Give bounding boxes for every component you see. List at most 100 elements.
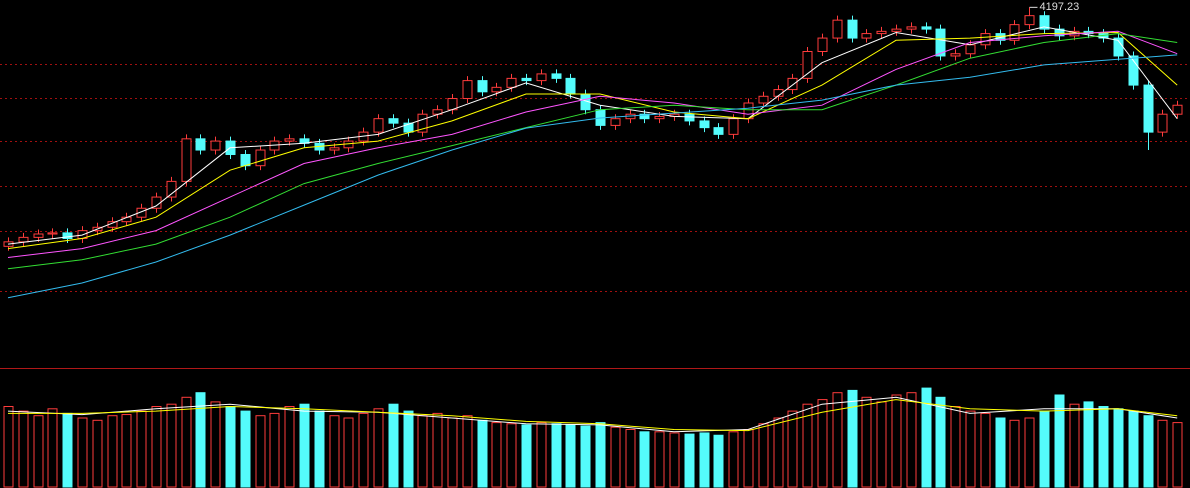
volume-bar [935,396,946,488]
volume-bar [861,396,872,488]
candle-body [921,26,932,30]
volume-bar [758,423,769,488]
candle-body [610,118,621,126]
candle-body [1128,55,1139,86]
candle-body [847,19,858,39]
candle-body [195,138,206,151]
candle-body [240,154,251,167]
volume-bar [477,419,488,488]
volume-bar [47,408,58,488]
volume-bar [565,424,576,488]
volume-bar [166,403,177,488]
candle-body [47,232,58,235]
candle-body [1039,15,1050,30]
volume-bar [699,432,710,488]
candle-body [861,33,872,39]
candle-body [565,77,576,95]
candle-body [1024,15,1035,26]
volume-bar [329,415,340,488]
candle-body [477,80,488,93]
volume-bar [787,410,798,488]
candle-body [136,207,147,218]
volume-bar [181,396,192,488]
volume-bar [876,401,887,488]
candle-body [18,236,29,243]
volume-bar [432,412,443,488]
volume-bar [536,422,547,488]
volume-bar [965,410,976,488]
volume-bar [1143,415,1154,488]
candle-body [713,127,724,135]
volume-bar [358,412,369,488]
volume-bar [284,406,295,488]
candle-body [773,89,784,97]
volume-bar [1128,410,1139,488]
moving-average-line [7,33,1178,270]
volume-bar [1172,422,1183,488]
candle-body [373,118,384,133]
volume-bar [1157,419,1168,488]
candle-body [551,73,562,79]
candle-body [1054,28,1065,37]
volume-bar [995,417,1006,488]
moving-average-line [7,54,1178,299]
candle-body [639,113,650,120]
volume-bar [817,399,828,488]
candle-body [1143,84,1154,133]
volume-bar [1054,394,1065,488]
moving-average-line [7,30,1178,258]
volume-bar [728,431,739,488]
volume-bar [713,434,724,488]
moving-average-line [7,396,1178,433]
volume-bar [1098,406,1109,488]
volume-bar [521,424,532,488]
volume-bar [447,417,458,488]
volume-bar [151,406,162,488]
candle-body [210,140,221,151]
volume-bar [1069,403,1080,488]
volume-bar [491,422,502,488]
volume-bar [625,429,636,488]
candle-body [329,147,340,151]
volume-bar [255,415,266,488]
candle-body [728,118,739,135]
volume-bar [462,415,473,488]
candle-body [181,138,192,182]
candle-body [965,44,976,55]
volume-bar [240,410,251,488]
volume-bar [62,412,73,488]
volume-bar [832,392,843,488]
volume-bar [847,389,858,488]
volume-bar [906,392,917,488]
volume-bar [92,419,103,488]
candle-body [832,19,843,39]
volume-bar [121,414,132,488]
volume-bar [773,417,784,488]
volume-bar [33,415,44,488]
volume-bar [18,410,29,488]
candle-body [166,180,177,198]
volume-bar [684,433,695,488]
volume-bar [1009,419,1020,488]
volume-bar [1083,401,1094,488]
candle-body [980,33,991,46]
volume-bar [743,429,754,488]
candle-body [758,95,769,104]
volume-bar [1039,410,1050,488]
volume-bar [639,431,650,488]
volume-bar [417,415,428,488]
candle-body [1157,113,1168,133]
volume-bar [195,392,206,488]
volume-bar [210,401,221,488]
volume-bar [610,426,621,488]
volume-bar [551,423,562,488]
volume-bar [225,406,236,488]
volume-bar [314,410,325,488]
volume-bar [299,403,310,488]
volume-bar [595,422,606,488]
candle-body [388,118,399,124]
volume-bar [373,408,384,488]
candle-body [802,51,813,79]
